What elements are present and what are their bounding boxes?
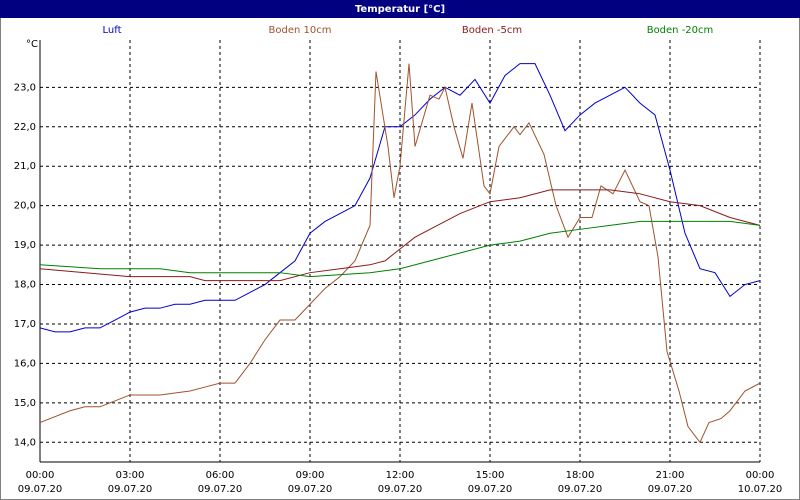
- x-tick-date: 09.07.20: [108, 484, 153, 495]
- legend-entry: Boden -5cm: [462, 25, 522, 36]
- legend-entry: Boden -20cm: [647, 25, 714, 36]
- y-tick-label: 21,0: [14, 161, 36, 172]
- y-tick-label: 22,0: [14, 122, 36, 133]
- y-tick-label: 17,0: [14, 319, 36, 330]
- series-line: [39, 189, 761, 282]
- x-tick-date: 09.07.20: [558, 484, 603, 495]
- x-tick-date: 09.07.20: [18, 484, 63, 495]
- legend-entry: Boden 10cm: [269, 25, 332, 36]
- title-bar: [0, 0, 800, 18]
- legend-entry: Luft: [103, 25, 122, 36]
- y-tick-label: 18,0: [14, 280, 36, 291]
- x-tick-label: 06:00: [206, 470, 235, 481]
- series-line: [39, 220, 761, 278]
- series-line: [39, 63, 761, 444]
- y-tick-label: 19,0: [14, 240, 36, 251]
- x-tick-label: 00:00: [746, 470, 775, 481]
- y-tick-label: 14,0: [14, 437, 36, 448]
- y-tick-label: 15,0: [14, 398, 36, 409]
- x-tick-label: 12:00: [386, 470, 415, 481]
- x-tick-label: 21:00: [656, 470, 685, 481]
- y-unit: °C: [26, 39, 38, 50]
- series-line: [39, 63, 761, 333]
- x-tick-label: 03:00: [116, 470, 145, 481]
- x-tick-label: 18:00: [566, 470, 595, 481]
- y-tick-label: 20,0: [14, 201, 36, 212]
- y-tick-label: 16,0: [14, 358, 36, 369]
- x-tick-date: 09.07.20: [198, 484, 243, 495]
- x-tick-label: 09:00: [296, 470, 325, 481]
- x-tick-date: 09.07.20: [468, 484, 513, 495]
- x-tick-date: 10.07.20: [738, 484, 783, 495]
- y-tick-label: 23,0: [14, 82, 36, 93]
- x-tick-date: 09.07.20: [378, 484, 423, 495]
- x-tick-label: 15:00: [476, 470, 505, 481]
- x-tick-date: 09.07.20: [648, 484, 693, 495]
- chart-title: Temperatur [°C]: [355, 4, 445, 15]
- x-tick-label: 00:00: [26, 470, 55, 481]
- x-tick-date: 09.07.20: [288, 484, 333, 495]
